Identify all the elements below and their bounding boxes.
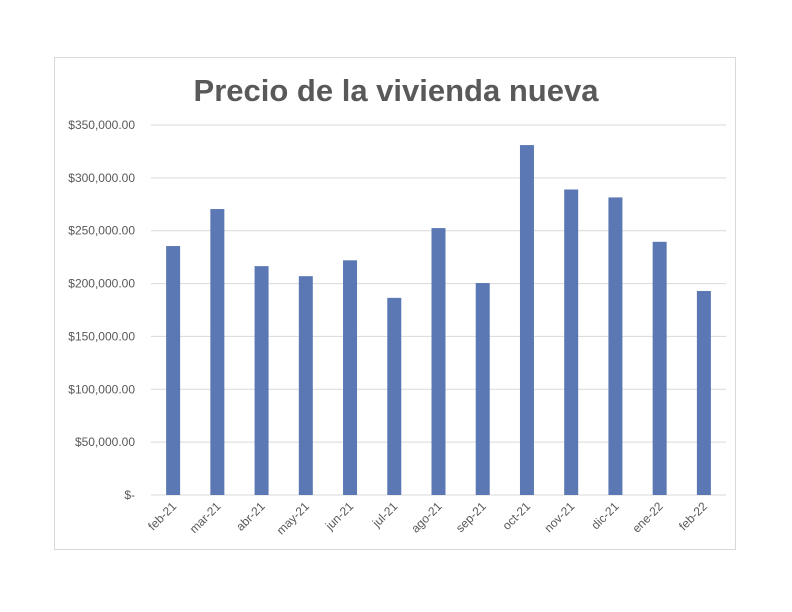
y-tick-label: $250,000.00	[68, 224, 135, 238]
x-tick-label: dic-21	[589, 499, 622, 532]
y-tick-label: $350,000.00	[68, 118, 135, 132]
x-tick-label: feb-22	[676, 499, 710, 533]
x-tick-label: nov-21	[541, 499, 577, 535]
bar	[254, 266, 269, 495]
bar	[475, 283, 490, 495]
bar	[519, 145, 534, 495]
chart-frame: Precio de la vivienda nueva $- $50,000.00…	[54, 57, 736, 550]
bar	[298, 276, 313, 495]
bar	[431, 228, 446, 496]
x-tick-label: jun-21	[322, 499, 356, 533]
bar	[387, 297, 402, 495]
x-tick-label: jul-21	[369, 499, 401, 531]
x-axis: feb-21 mar-21 abr-21 may-21 jun-21 jul-21 ago-…	[145, 499, 710, 537]
bar	[652, 241, 667, 495]
x-tick-label: sep-21	[453, 499, 489, 535]
bar	[564, 189, 579, 495]
bar-chart: Precio de la vivienda nueva $- $50,000.00…	[68, 73, 726, 537]
x-tick-label: may-21	[274, 499, 312, 537]
bar	[166, 246, 181, 495]
x-tick-label: abr-21	[233, 499, 268, 534]
y-tick-label: $100,000.00	[68, 382, 135, 396]
x-tick-label: mar-21	[187, 499, 224, 536]
bar	[210, 209, 225, 496]
bars	[166, 145, 711, 496]
y-tick-label: $150,000.00	[68, 329, 135, 343]
x-tick-label: ene-22	[629, 499, 666, 536]
bar	[343, 260, 358, 495]
y-tick-label: $50,000.00	[75, 435, 135, 449]
y-tick-label: $-	[124, 488, 135, 502]
bar	[608, 197, 623, 495]
x-tick-label: oct-21	[500, 499, 534, 533]
x-tick-label: feb-21	[145, 499, 179, 533]
y-tick-label: $200,000.00	[68, 277, 135, 291]
y-axis: $- $50,000.00 $100,000.00 $150,000.00 $200,0…	[68, 118, 135, 502]
x-tick-label: ago-21	[408, 499, 445, 536]
y-tick-label: $300,000.00	[68, 171, 135, 185]
bar	[696, 290, 711, 495]
chart-title: Precio de la vivienda nueva	[194, 73, 600, 108]
